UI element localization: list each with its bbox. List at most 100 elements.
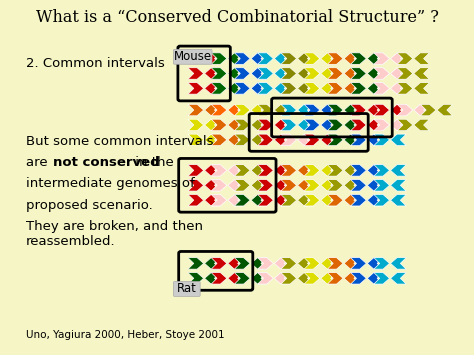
Polygon shape [304, 165, 320, 176]
Polygon shape [344, 258, 360, 269]
Polygon shape [251, 119, 267, 131]
Polygon shape [281, 180, 297, 191]
Polygon shape [188, 83, 204, 94]
Polygon shape [258, 273, 273, 284]
Polygon shape [205, 83, 220, 94]
Polygon shape [344, 83, 360, 94]
Polygon shape [374, 68, 390, 79]
Polygon shape [304, 258, 320, 269]
Polygon shape [397, 104, 413, 116]
Polygon shape [274, 180, 290, 191]
Polygon shape [391, 165, 406, 176]
Polygon shape [235, 53, 250, 64]
Polygon shape [321, 53, 337, 64]
Polygon shape [235, 68, 250, 79]
Polygon shape [251, 273, 267, 284]
Polygon shape [251, 68, 267, 79]
Polygon shape [205, 134, 220, 146]
Polygon shape [235, 195, 250, 206]
Polygon shape [414, 68, 429, 79]
Polygon shape [304, 180, 320, 191]
Polygon shape [414, 104, 429, 116]
Polygon shape [304, 195, 320, 206]
Polygon shape [344, 180, 360, 191]
Polygon shape [228, 180, 244, 191]
Polygon shape [367, 53, 383, 64]
Polygon shape [188, 53, 204, 64]
Polygon shape [258, 119, 273, 131]
Polygon shape [258, 104, 273, 116]
Polygon shape [228, 273, 244, 284]
Polygon shape [374, 273, 390, 284]
Polygon shape [258, 258, 273, 269]
Polygon shape [211, 104, 227, 116]
Polygon shape [281, 53, 297, 64]
Polygon shape [251, 165, 267, 176]
Polygon shape [281, 83, 297, 94]
Polygon shape [258, 180, 273, 191]
Polygon shape [205, 104, 220, 116]
Text: are: are [26, 156, 52, 169]
Polygon shape [251, 180, 267, 191]
Polygon shape [235, 165, 250, 176]
Polygon shape [235, 180, 250, 191]
Polygon shape [205, 258, 220, 269]
Polygon shape [235, 104, 250, 116]
Polygon shape [321, 104, 337, 116]
Polygon shape [397, 68, 413, 79]
Polygon shape [298, 53, 313, 64]
Polygon shape [281, 104, 297, 116]
Polygon shape [328, 83, 343, 94]
Polygon shape [397, 119, 413, 131]
Polygon shape [304, 83, 320, 94]
Polygon shape [351, 258, 366, 269]
Polygon shape [414, 83, 429, 94]
Polygon shape [258, 68, 273, 79]
Polygon shape [351, 53, 366, 64]
Polygon shape [298, 195, 313, 206]
Text: Rat: Rat [177, 283, 197, 295]
Polygon shape [211, 134, 227, 146]
Polygon shape [374, 83, 390, 94]
Text: not conserved: not conserved [53, 156, 160, 169]
Polygon shape [228, 68, 244, 79]
Polygon shape [351, 68, 366, 79]
Polygon shape [397, 83, 413, 94]
Polygon shape [205, 68, 220, 79]
Polygon shape [274, 258, 290, 269]
Polygon shape [211, 180, 227, 191]
Polygon shape [211, 258, 227, 269]
Polygon shape [281, 165, 297, 176]
Polygon shape [351, 83, 366, 94]
Polygon shape [235, 258, 250, 269]
Polygon shape [211, 68, 227, 79]
Polygon shape [274, 165, 290, 176]
Polygon shape [228, 195, 244, 206]
Polygon shape [228, 134, 244, 146]
Polygon shape [258, 83, 273, 94]
Polygon shape [251, 134, 267, 146]
Polygon shape [298, 165, 313, 176]
Text: They are broken, and then
reassembled.: They are broken, and then reassembled. [26, 220, 203, 248]
Polygon shape [367, 83, 383, 94]
Text: What is a “Conserved Combinatorial Structure” ?: What is a “Conserved Combinatorial Struc… [36, 9, 438, 26]
Polygon shape [281, 68, 297, 79]
Polygon shape [251, 195, 267, 206]
Polygon shape [274, 273, 290, 284]
Polygon shape [367, 68, 383, 79]
Polygon shape [321, 258, 337, 269]
Polygon shape [188, 104, 204, 116]
Polygon shape [251, 258, 267, 269]
Polygon shape [188, 165, 204, 176]
Polygon shape [205, 195, 220, 206]
Polygon shape [328, 195, 343, 206]
Polygon shape [367, 134, 383, 146]
Polygon shape [228, 104, 244, 116]
Polygon shape [298, 258, 313, 269]
Polygon shape [258, 134, 273, 146]
Polygon shape [328, 104, 343, 116]
Polygon shape [188, 119, 204, 131]
Polygon shape [391, 134, 406, 146]
Polygon shape [344, 119, 360, 131]
Polygon shape [391, 104, 406, 116]
